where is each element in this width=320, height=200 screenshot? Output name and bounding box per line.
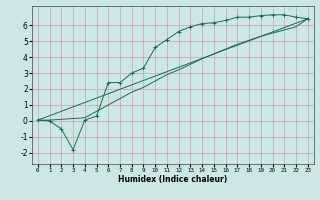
X-axis label: Humidex (Indice chaleur): Humidex (Indice chaleur): [118, 175, 228, 184]
